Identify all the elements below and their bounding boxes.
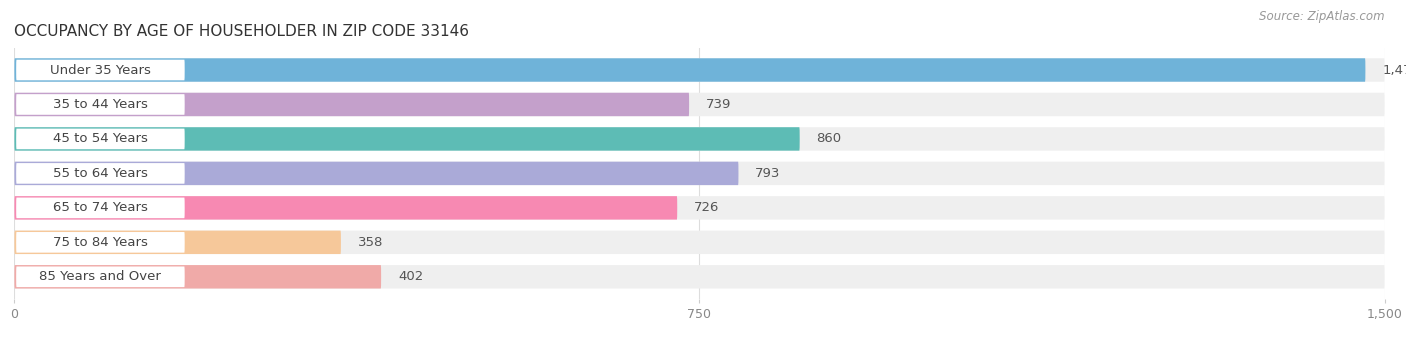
Text: 85 Years and Over: 85 Years and Over: [39, 270, 162, 283]
FancyBboxPatch shape: [15, 198, 184, 218]
FancyBboxPatch shape: [14, 93, 689, 116]
Text: 860: 860: [817, 133, 842, 146]
FancyBboxPatch shape: [15, 163, 184, 184]
FancyBboxPatch shape: [14, 58, 1385, 82]
FancyBboxPatch shape: [14, 127, 800, 151]
Text: 65 to 74 Years: 65 to 74 Years: [53, 201, 148, 214]
Text: Under 35 Years: Under 35 Years: [51, 64, 150, 76]
Text: 726: 726: [695, 201, 720, 214]
Text: 35 to 44 Years: 35 to 44 Years: [53, 98, 148, 111]
FancyBboxPatch shape: [15, 267, 184, 287]
FancyBboxPatch shape: [14, 265, 381, 289]
Text: 793: 793: [755, 167, 780, 180]
Text: 739: 739: [706, 98, 731, 111]
FancyBboxPatch shape: [14, 231, 340, 254]
FancyBboxPatch shape: [14, 127, 1385, 151]
Text: 45 to 54 Years: 45 to 54 Years: [53, 133, 148, 146]
FancyBboxPatch shape: [14, 93, 1385, 116]
Text: 75 to 84 Years: 75 to 84 Years: [53, 236, 148, 249]
Text: Source: ZipAtlas.com: Source: ZipAtlas.com: [1260, 10, 1385, 23]
Text: 358: 358: [357, 236, 382, 249]
FancyBboxPatch shape: [14, 162, 1385, 185]
Text: 402: 402: [398, 270, 423, 283]
Text: 1,479: 1,479: [1382, 64, 1406, 76]
FancyBboxPatch shape: [14, 58, 1365, 82]
FancyBboxPatch shape: [14, 231, 1385, 254]
Text: OCCUPANCY BY AGE OF HOUSEHOLDER IN ZIP CODE 33146: OCCUPANCY BY AGE OF HOUSEHOLDER IN ZIP C…: [14, 24, 470, 39]
FancyBboxPatch shape: [14, 196, 678, 220]
FancyBboxPatch shape: [14, 196, 1385, 220]
FancyBboxPatch shape: [15, 94, 184, 115]
FancyBboxPatch shape: [15, 232, 184, 253]
FancyBboxPatch shape: [14, 265, 1385, 289]
FancyBboxPatch shape: [14, 162, 738, 185]
FancyBboxPatch shape: [15, 60, 184, 80]
Text: 55 to 64 Years: 55 to 64 Years: [53, 167, 148, 180]
FancyBboxPatch shape: [15, 129, 184, 149]
